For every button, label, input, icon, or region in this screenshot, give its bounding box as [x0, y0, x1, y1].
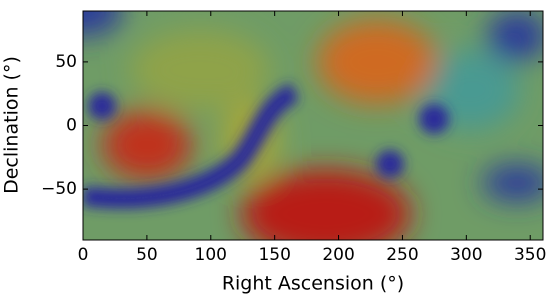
y-tick-label: −50	[41, 179, 77, 199]
x-tick-label: 300	[450, 245, 482, 265]
x-axis-label: Right Ascension (°)	[222, 273, 404, 295]
y-tick-label: 0	[66, 116, 77, 136]
x-tick-label: 250	[386, 245, 418, 265]
x-tick-label: 50	[136, 245, 158, 265]
sky-map	[83, 11, 543, 240]
x-tick-label: 0	[78, 245, 89, 265]
y-axis-label: Declination (°)	[1, 56, 23, 194]
x-tick-label: 350	[514, 245, 546, 265]
x-tick-label: 100	[195, 245, 227, 265]
x-tick-label: 150	[258, 245, 290, 265]
y-tick-label: 50	[55, 52, 77, 72]
x-tick-label: 200	[322, 245, 354, 265]
